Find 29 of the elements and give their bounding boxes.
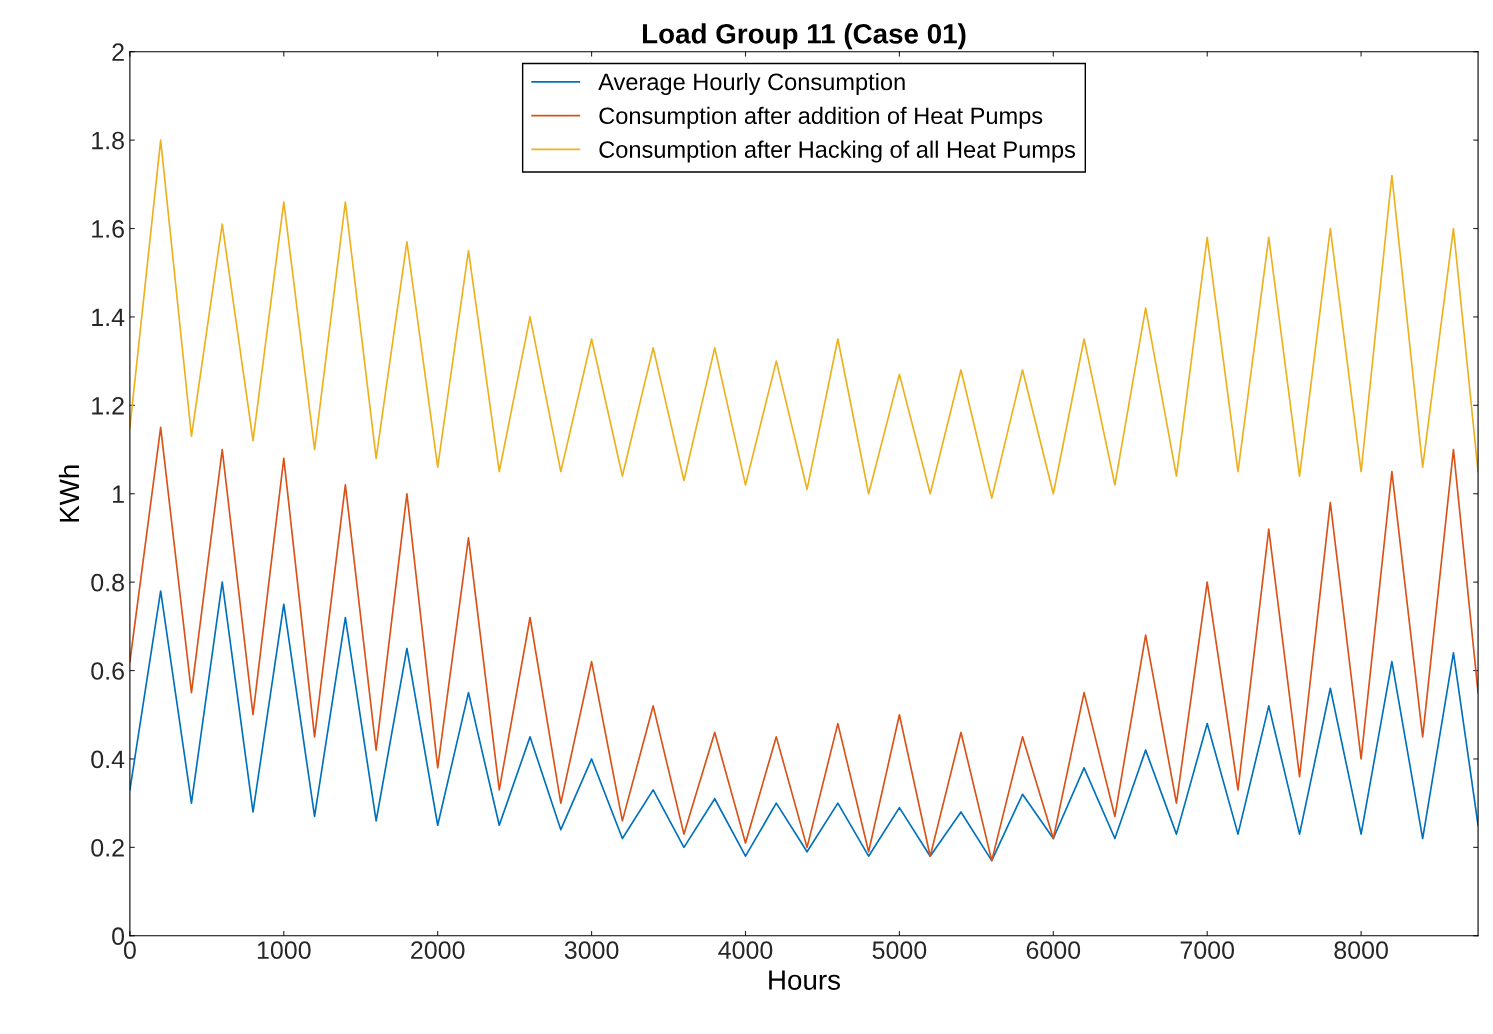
legend-label: Consumption after addition of Heat Pumps	[599, 106, 1043, 129]
line-series	[129, 581, 1479, 862]
y-tick-label: 0.6	[91, 662, 124, 680]
chart-title: Load Group 11 (Case 01)	[642, 23, 966, 50]
y-tick-label: 2	[112, 43, 124, 61]
x-tick-label: 5000	[872, 941, 927, 959]
y-axis-title: KWh	[58, 465, 79, 522]
x-tick-label: 3000	[564, 941, 619, 959]
x-axis-title: Hours	[769, 970, 841, 990]
y-tick-label: 1.6	[92, 220, 124, 238]
line-series	[129, 426, 1479, 862]
y-tick-label: 0	[112, 927, 125, 946]
x-tick-label: 7000	[1180, 941, 1235, 959]
legend-label: Consumption after Hacking of all Heat Pumps	[599, 140, 1076, 163]
y-tick-label: 0.4	[91, 750, 125, 769]
line-series	[129, 139, 1479, 499]
x-tick-label: 0	[123, 941, 136, 959]
x-tick-label: 4000	[718, 941, 773, 959]
legend-label: Average Hourly Consumption	[598, 72, 905, 95]
y-tick-label: 1.2	[92, 396, 124, 415]
x-tick-label: 8000	[1334, 941, 1388, 959]
y-tick-label: 1.4	[92, 308, 125, 326]
y-tick-label: 0.8	[91, 573, 124, 592]
x-tick-label: 1000	[257, 941, 311, 959]
x-tick-label: 6000	[1026, 941, 1081, 959]
y-tick-label: 0.2	[91, 838, 124, 857]
x-tick-label: 2000	[411, 941, 465, 959]
y-tick-label: 1	[113, 485, 124, 503]
y-tick-label: 1.8	[92, 131, 124, 150]
